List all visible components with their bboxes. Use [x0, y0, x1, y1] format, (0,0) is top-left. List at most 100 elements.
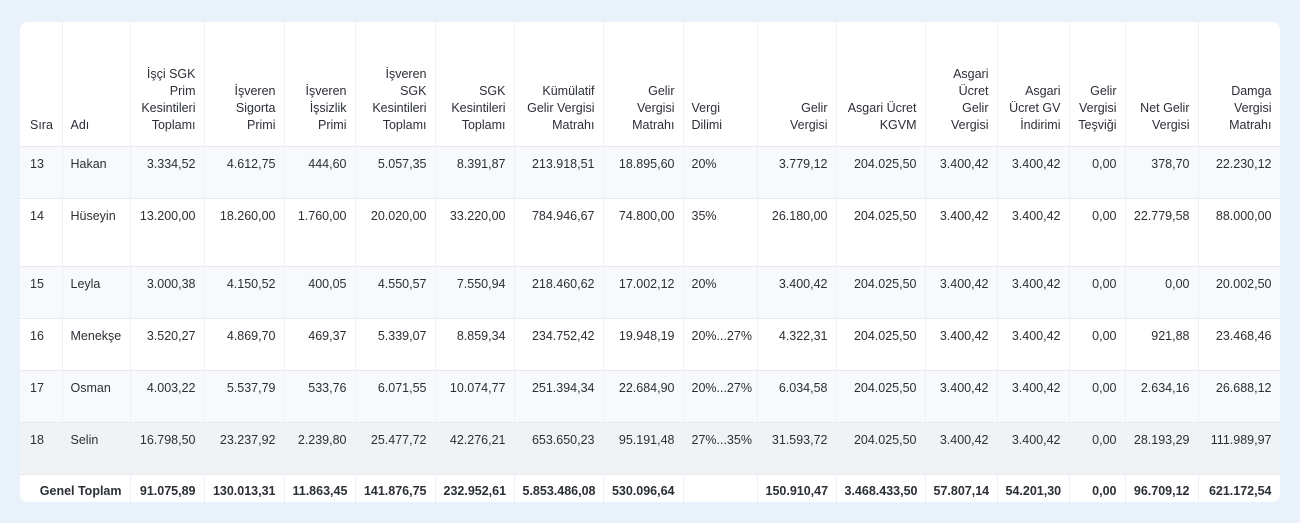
table-cell: 15 — [20, 266, 63, 318]
column-header[interactable]: Net Gelir Vergisi — [1125, 22, 1199, 146]
table-cell: 0,00 — [1069, 422, 1126, 474]
table-cell: 20% — [683, 266, 758, 318]
table-cell: 20%...27% — [683, 318, 758, 370]
table-cell: 6.034,58 — [757, 370, 837, 422]
table-cell: 204.025,50 — [836, 266, 926, 318]
table-cell: 400,05 — [284, 266, 356, 318]
table-row[interactable]: 16 Menekşe 3.520,27 4.869,70 469,37 5.339,07 8… — [20, 318, 1280, 370]
table-cell: 204.025,50 — [836, 422, 926, 474]
table-cell: 10.074,77 — [435, 370, 515, 422]
table-cell: Menekşe — [62, 318, 131, 370]
totals-row: Genel Toplam 91.075,89 130.013,31 11.863,45… — [20, 474, 1280, 502]
column-header[interactable]: SGK Kesintileri Toplamı — [435, 22, 515, 146]
column-header[interactable]: İşveren İşsizlik Primi — [284, 22, 356, 146]
table-cell: 25.477,72 — [355, 422, 436, 474]
table-cell: 4.150,52 — [204, 266, 285, 318]
total-cell: 141.876,75 — [355, 474, 436, 502]
table-cell: 7.550,94 — [435, 266, 515, 318]
table-cell: 653.650,23 — [514, 422, 604, 474]
table-cell: 4.322,31 — [757, 318, 837, 370]
table-row[interactable]: 13 Hakan 3.334,52 4.612,75 444,60 5.057,35 8.3… — [20, 146, 1280, 198]
table-cell: 88.000,00 — [1198, 198, 1280, 266]
table-cell: 17 — [20, 370, 63, 422]
total-cell — [683, 474, 758, 502]
table-cell: 4.550,57 — [355, 266, 436, 318]
total-cell: 96.709,12 — [1125, 474, 1199, 502]
table-cell: 204.025,50 — [836, 370, 926, 422]
table-cell: 20% — [683, 146, 758, 198]
total-cell: 91.075,89 — [130, 474, 205, 502]
table-cell: 2.634,16 — [1125, 370, 1199, 422]
total-cell: 0,00 — [1069, 474, 1126, 502]
table-cell: 3.334,52 — [130, 146, 205, 198]
payroll-table: Sıra Adı İşçi SGK Prim Kesintileri Toplamı… — [20, 22, 1280, 502]
table-cell: 28.193,29 — [1125, 422, 1199, 474]
column-header[interactable]: Asgari Ücret KGVM — [836, 22, 926, 146]
table-cell: 3.400,42 — [925, 146, 998, 198]
table-cell: 20.020,00 — [355, 198, 436, 266]
column-header[interactable]: Gelir Vergisi — [757, 22, 837, 146]
table-cell: 2.239,80 — [284, 422, 356, 474]
column-header[interactable]: İşçi SGK Prim Kesintileri Toplamı — [130, 22, 205, 146]
table-cell: 8.859,34 — [435, 318, 515, 370]
column-header[interactable]: Adı — [62, 22, 131, 146]
table-cell: 3.400,42 — [997, 370, 1070, 422]
table-cell: 3.400,42 — [997, 318, 1070, 370]
table-cell: 23.237,92 — [204, 422, 285, 474]
table-cell: 204.025,50 — [836, 146, 926, 198]
table-cell: Leyla — [62, 266, 131, 318]
table-cell: 5.057,35 — [355, 146, 436, 198]
column-header[interactable]: Gelir Vergisi Teşviği — [1069, 22, 1126, 146]
header-row: Sıra Adı İşçi SGK Prim Kesintileri Toplamı… — [20, 22, 1280, 146]
column-header[interactable]: Vergi Dilimi — [683, 22, 758, 146]
table-cell: 3.400,42 — [997, 422, 1070, 474]
table-cell: 784.946,67 — [514, 198, 604, 266]
table-cell: 22.779,58 — [1125, 198, 1199, 266]
total-cell: 3.468.433,50 — [836, 474, 926, 502]
table-cell: 19.948,19 — [603, 318, 684, 370]
table-cell: 378,70 — [1125, 146, 1199, 198]
table-cell: 35% — [683, 198, 758, 266]
total-cell: 11.863,45 — [284, 474, 356, 502]
table-header: Sıra Adı İşçi SGK Prim Kesintileri Toplamı… — [20, 22, 1280, 146]
table-cell: 3.400,42 — [925, 370, 998, 422]
table-row[interactable]: 15 Leyla 3.000,38 4.150,52 400,05 4.550,57 7.5… — [20, 266, 1280, 318]
table-cell: 0,00 — [1069, 370, 1126, 422]
table-cell: Hüseyin — [62, 198, 131, 266]
column-header[interactable]: Gelir Vergisi Matrahı — [603, 22, 684, 146]
table-cell: Selin — [62, 422, 131, 474]
table-cell: 20%...27% — [683, 370, 758, 422]
table-row[interactable]: 17 Osman 4.003,22 5.537,79 533,76 6.071,55 10.… — [20, 370, 1280, 422]
table-cell: 13.200,00 — [130, 198, 205, 266]
column-header[interactable]: Damga Vergisi Matrahı — [1198, 22, 1280, 146]
column-header[interactable]: Sıra — [20, 22, 63, 146]
column-header[interactable]: Asgari Ücret Gelir Vergisi — [925, 22, 998, 146]
table-cell: 5.339,07 — [355, 318, 436, 370]
table-row[interactable]: 14 Hüseyin 13.200,00 18.260,00 1.760,00 20.02… — [20, 198, 1280, 266]
column-header[interactable]: İşveren SGK Kesintileri Toplamı — [355, 22, 436, 146]
table-cell: 31.593,72 — [757, 422, 837, 474]
table-row[interactable]: 18 Selin 16.798,50 23.237,92 2.239,80 25.477,… — [20, 422, 1280, 474]
table-cell: 18.260,00 — [204, 198, 285, 266]
column-header[interactable]: Kümülatif Gelir Vergisi Matrahı — [514, 22, 604, 146]
table-cell: Hakan — [62, 146, 131, 198]
column-header[interactable]: Asgari Ücret GV İndirimi — [997, 22, 1070, 146]
table-cell: 3.400,42 — [997, 146, 1070, 198]
table-cell: 3.400,42 — [757, 266, 837, 318]
total-cell: 530.096,64 — [603, 474, 684, 502]
table-cell: 533,76 — [284, 370, 356, 422]
column-header[interactable]: İşveren Sigorta Primi — [204, 22, 285, 146]
table-cell: 74.800,00 — [603, 198, 684, 266]
table-cell: 1.760,00 — [284, 198, 356, 266]
table-cell: 20.002,50 — [1198, 266, 1280, 318]
table-cell: 4.612,75 — [204, 146, 285, 198]
table-cell: 0,00 — [1125, 266, 1199, 318]
table-cell: Osman — [62, 370, 131, 422]
table-cell: 42.276,21 — [435, 422, 515, 474]
table-cell: 204.025,50 — [836, 198, 926, 266]
table-cell: 3.520,27 — [130, 318, 205, 370]
table-cell: 0,00 — [1069, 266, 1126, 318]
table-cell: 921,88 — [1125, 318, 1199, 370]
table-cell: 18 — [20, 422, 63, 474]
total-cell: 621.172,54 — [1198, 474, 1280, 502]
